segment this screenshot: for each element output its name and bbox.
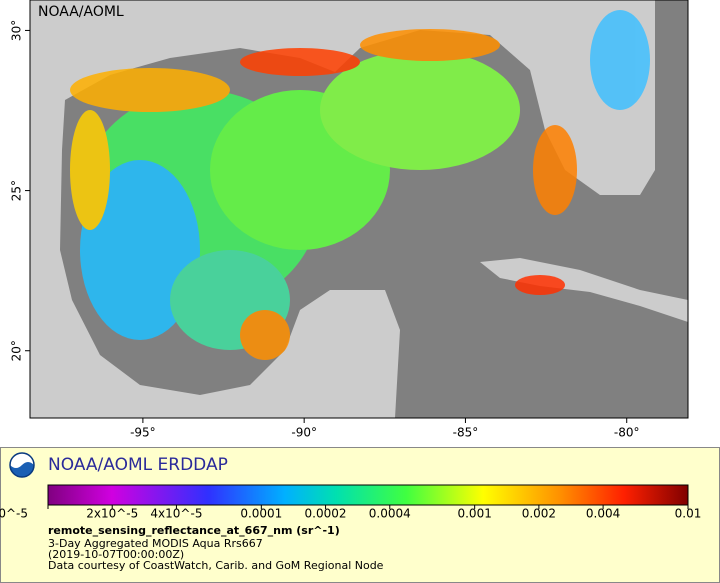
x-tick-label: -90° [291, 426, 317, 440]
logo [9, 452, 35, 478]
colorbar-tick-label: 2x10^-5 [86, 507, 138, 521]
legend-line: 3-Day Aggregated MODIS Aqua Rrs667 [48, 537, 263, 550]
colorbar-tick-label: 1x10^-5 [0, 507, 28, 521]
colorbar-tick-label: 0.01 [675, 507, 702, 521]
colorbar [47, 484, 689, 506]
map-frame [29, 0, 689, 419]
y-tick-label: 25° [10, 180, 24, 201]
y-tick-label: 20° [10, 340, 24, 361]
x-tick-label: -80° [614, 426, 640, 440]
colorbar-tick-label: 0.004 [586, 507, 620, 521]
legend-lines: 3-Day Aggregated MODIS Aqua Rrs667(2019-… [48, 537, 384, 572]
cuba [480, 258, 688, 322]
colorbar-tick-label: 0.0001 [240, 507, 282, 521]
map-label: NOAA/AOML [38, 4, 124, 20]
colorbar-tick-label: 4x10^-5 [150, 507, 202, 521]
y-tick-label: 30° [10, 20, 24, 41]
x-tick-label: -85° [453, 426, 479, 440]
map: NOAA/AOML [30, 0, 688, 418]
colorbar-ticks: 1x10^-5 2x10^-5 4x10^-5 0.0001 0.0002 0.0004 0… [0, 505, 701, 521]
colorbar-tick-label: 0.001 [457, 507, 491, 521]
axes: -95° -90° -85° -80° 30° 25° 20° [10, 20, 640, 440]
legend-title: NOAA/AOML ERDDAP [48, 455, 228, 475]
legend-panel [0, 447, 720, 583]
colorbar-tick-label: 0.002 [522, 507, 556, 521]
reflectance-field [70, 10, 650, 360]
legend-line: Data courtesy of CoastWatch, Carib. and … [48, 559, 384, 572]
colorbar-tick-label: 0.0002 [305, 507, 347, 521]
colorbar-tick-label: 0.0004 [369, 507, 411, 521]
variable-name: remote_sensing_reflectance_at_667_nm (sr… [48, 524, 340, 537]
legend-line: (2019-10-07T00:00:00Z) [48, 548, 184, 561]
x-tick-label: -95° [130, 426, 156, 440]
